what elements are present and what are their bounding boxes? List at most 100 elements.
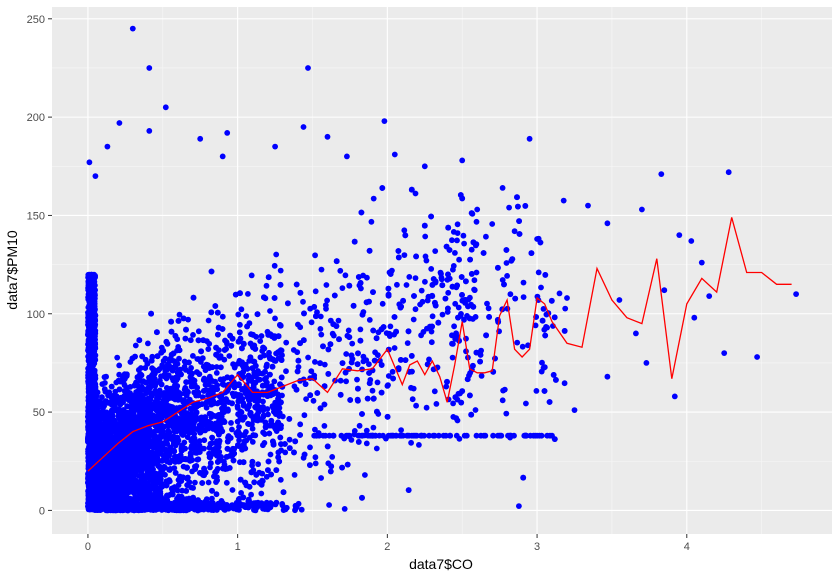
scatter-point	[234, 418, 241, 425]
scatter-point	[312, 359, 318, 365]
scatter-point	[259, 477, 266, 484]
scatter-point	[553, 377, 559, 383]
scatter-point	[347, 397, 354, 403]
scatter-point	[473, 218, 480, 225]
scatter-point	[245, 291, 251, 297]
scatter-point	[378, 362, 385, 368]
scatter-point	[136, 337, 143, 344]
scatter-point	[247, 354, 254, 361]
scatter-point	[468, 271, 475, 277]
scatter-point	[385, 285, 392, 292]
scatter-point	[391, 345, 398, 351]
scatter-point	[165, 361, 171, 368]
scatter-point	[357, 280, 364, 286]
scatter-point	[269, 363, 276, 370]
scatter-point	[223, 454, 230, 460]
scatter-point	[294, 349, 301, 356]
scatter-point	[276, 410, 283, 416]
scatter-point	[393, 328, 399, 335]
scatter-point	[324, 297, 330, 304]
scatter-point	[228, 342, 235, 349]
scatter-point	[226, 353, 233, 359]
scatter-point	[355, 385, 361, 392]
scatter-point	[310, 397, 317, 404]
scatter-point	[190, 332, 196, 338]
scatter-point	[144, 397, 151, 403]
scatter-point	[295, 357, 302, 364]
scatter-point	[454, 237, 460, 244]
scatter-point	[206, 340, 213, 347]
scatter-point	[327, 341, 334, 348]
scatter-point	[286, 445, 293, 451]
scatter-point	[403, 282, 410, 288]
scatter-point	[468, 210, 475, 217]
scatter-point	[344, 461, 351, 468]
scatter-point	[473, 269, 480, 276]
scatter-point	[297, 432, 303, 438]
scatter-point	[292, 438, 299, 445]
scatter-point	[166, 434, 173, 441]
scatter-point	[210, 387, 217, 394]
scatter-point	[384, 413, 391, 420]
scatter-point	[205, 346, 212, 352]
scatter-point	[541, 388, 548, 394]
scatter-point	[278, 374, 285, 381]
scatter-point	[101, 374, 108, 380]
scatter-point	[194, 446, 200, 453]
scatter-point	[241, 414, 248, 421]
scatter-point	[283, 368, 289, 375]
scatter-point	[237, 414, 244, 420]
scatter-point	[389, 368, 396, 375]
scatter-point	[509, 256, 516, 262]
scatter-point	[261, 294, 267, 301]
scatter-point	[480, 250, 487, 256]
scatter-point	[318, 475, 324, 481]
scatter-point	[137, 372, 143, 379]
scatter-point	[255, 461, 261, 468]
scatter-point	[162, 471, 168, 478]
scatter-point	[243, 313, 250, 319]
scatter-point	[293, 281, 300, 288]
scatter-point	[374, 408, 380, 415]
scatter-point	[354, 376, 360, 383]
scatter-point	[219, 313, 226, 320]
scatter-point	[291, 472, 298, 478]
scatter-point	[260, 344, 267, 351]
scatter-point	[431, 388, 438, 395]
scatter-point	[221, 419, 228, 425]
scatter-point	[189, 417, 196, 423]
scatter-point	[208, 268, 215, 275]
scatter-point	[477, 358, 483, 365]
scatter-point	[355, 274, 362, 280]
scatter-point	[267, 371, 273, 378]
scatter-point	[203, 404, 210, 411]
scatter-point	[317, 313, 324, 320]
scatter-point	[556, 290, 563, 297]
scatter-point	[183, 326, 189, 333]
scatter-point	[404, 340, 411, 346]
scatter-point	[380, 324, 387, 330]
scatter-point	[271, 262, 278, 269]
scatter-point	[261, 352, 267, 359]
scatter-point	[398, 427, 404, 433]
scatter-point	[236, 329, 243, 336]
scatter-point	[163, 338, 170, 345]
scatter-point	[260, 398, 266, 405]
scatter-point	[240, 459, 247, 466]
scatter-point	[229, 426, 235, 433]
scatter-point	[145, 340, 151, 347]
scatter-point	[471, 277, 478, 284]
scatter-point	[449, 237, 455, 244]
scatter-point	[401, 227, 408, 234]
scatter-point	[164, 458, 171, 465]
scatter-point	[190, 353, 196, 359]
scatter-point	[318, 266, 325, 273]
scatter-point	[539, 359, 545, 366]
scatter-point	[267, 308, 273, 314]
scatter-point	[542, 332, 549, 339]
scatter-point	[467, 256, 473, 263]
scatter-point	[167, 355, 174, 362]
scatter-point	[111, 400, 118, 407]
scatter-point	[468, 246, 475, 253]
scatter-point	[224, 406, 231, 413]
